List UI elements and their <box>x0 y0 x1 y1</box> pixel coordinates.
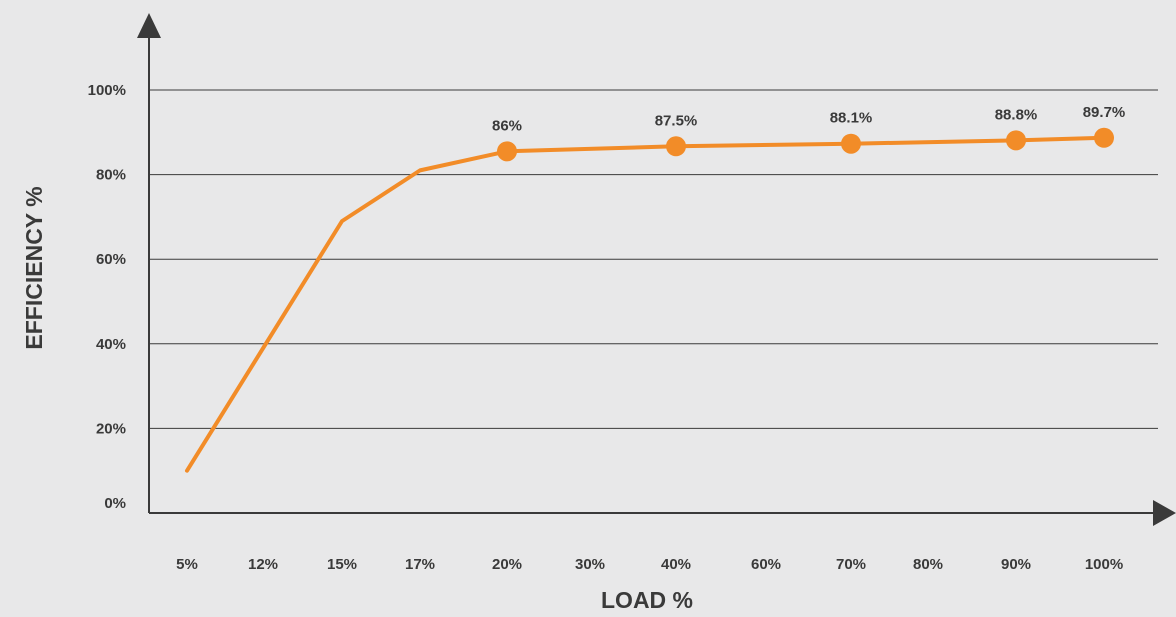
x-tick-label: 70% <box>836 556 866 573</box>
y-tick-label: 60% <box>96 251 126 268</box>
x-tick-label: 17% <box>405 556 435 573</box>
x-axis-title: LOAD % <box>601 587 693 613</box>
series-line <box>185 135 1106 473</box>
y-tick-label: 0% <box>104 495 126 512</box>
data-point-marker <box>1006 130 1026 151</box>
x-tick-label: 100% <box>1085 556 1123 573</box>
data-point-marker <box>666 136 686 157</box>
x-tick-label: 60% <box>751 556 781 573</box>
data-label: 88.1% <box>830 110 873 127</box>
y-tick-label: 80% <box>96 167 126 184</box>
series-efficiency <box>185 135 1106 473</box>
y-tick-labels: 0% 20% 40% 60% 80% 100% <box>88 82 126 512</box>
x-tick-labels: 5% 12% 15% 17% 20% 30% 40% 60% 70% 80% 90% 100% <box>176 556 1123 573</box>
data-label: 87.5% <box>655 112 698 129</box>
y-tick-label: 100% <box>88 82 126 99</box>
x-tick-label: 12% <box>248 556 278 573</box>
x-tick-label: 20% <box>492 556 522 573</box>
y-axis-arrow <box>137 13 161 38</box>
y-axis-title: EFFICIENCY % <box>21 186 47 349</box>
data-labels: 86% 87.5% 88.1% 88.8% 89.7% <box>492 104 1125 135</box>
data-point-marker <box>497 141 517 162</box>
axes <box>137 13 1176 526</box>
x-tick-label: 15% <box>327 556 357 573</box>
data-label: 86% <box>492 117 522 134</box>
x-tick-label: 90% <box>1001 556 1031 573</box>
data-point-marker <box>1094 127 1114 148</box>
x-tick-label: 40% <box>661 556 691 573</box>
data-label: 89.7% <box>1083 104 1126 121</box>
x-tick-label: 30% <box>575 556 605 573</box>
data-label: 88.8% <box>995 106 1038 123</box>
data-markers <box>497 127 1114 162</box>
x-tick-label: 5% <box>176 556 198 573</box>
y-tick-label: 20% <box>96 420 126 437</box>
x-tick-label: 80% <box>913 556 943 573</box>
y-tick-label: 40% <box>96 336 126 353</box>
data-point-marker <box>841 133 861 154</box>
x-axis-arrow <box>1153 500 1176 526</box>
